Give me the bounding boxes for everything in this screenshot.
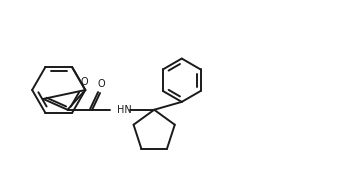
Text: O: O: [97, 79, 105, 89]
Text: HN: HN: [117, 105, 132, 115]
Text: O: O: [81, 77, 88, 87]
